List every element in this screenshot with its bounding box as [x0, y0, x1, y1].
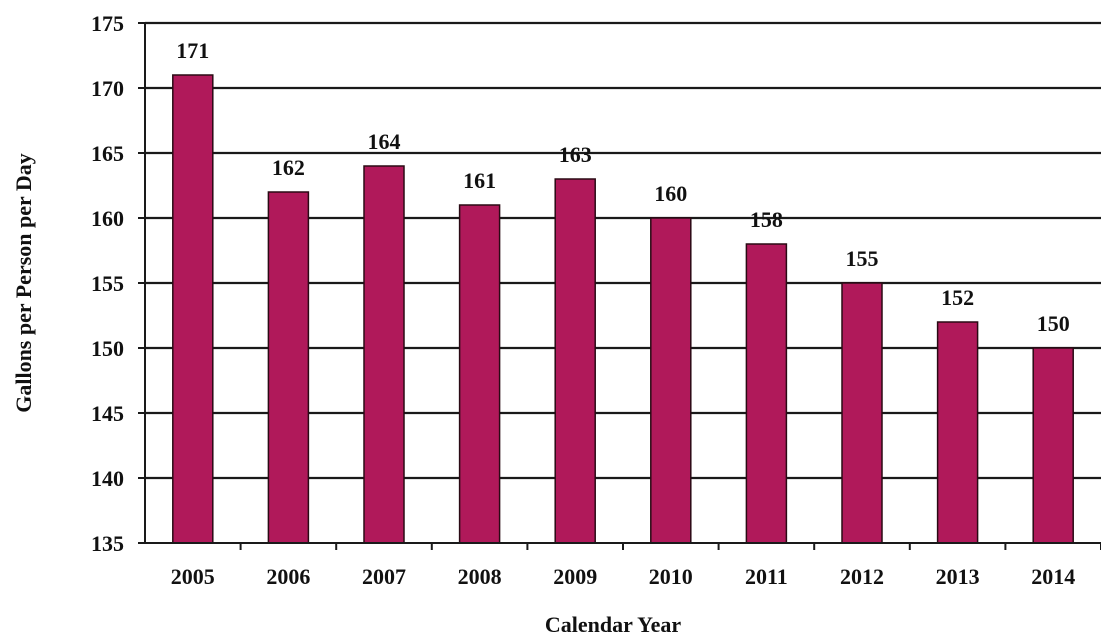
- x-axis-title: Calendar Year: [545, 612, 682, 637]
- bar-2009: [554, 178, 596, 544]
- x-tick-label: 2012: [840, 564, 884, 589]
- data-label: 158: [750, 207, 783, 232]
- y-tick-label: 145: [91, 401, 124, 426]
- y-tick-label: 170: [91, 76, 124, 101]
- bar-2008: [458, 204, 501, 544]
- bar-2010: [650, 217, 692, 544]
- x-tick-label: 2011: [745, 564, 788, 589]
- data-label: 160: [654, 181, 687, 206]
- data-label: 150: [1037, 311, 1070, 336]
- data-labels: 171 162 164 161 163 160 158 155 152 150: [176, 38, 1069, 336]
- data-label: 161: [463, 168, 496, 193]
- y-tick-label: 140: [91, 466, 124, 491]
- bar-2013: [936, 321, 979, 544]
- y-tick-label: 160: [91, 206, 124, 231]
- bar-2014: [1032, 347, 1074, 544]
- x-tick-label: 2008: [458, 564, 502, 589]
- bars: [172, 74, 1074, 544]
- data-label: 152: [941, 285, 974, 310]
- x-tick-label: 2007: [362, 564, 406, 589]
- y-axis-title: Gallons per Person per Day: [11, 153, 36, 413]
- x-tick-label: 2005: [171, 564, 215, 589]
- data-label: 171: [176, 38, 209, 63]
- data-label: 163: [559, 142, 592, 167]
- data-label: 164: [368, 129, 401, 154]
- y-tick-label: 165: [91, 141, 124, 166]
- x-tick-label: 2013: [936, 564, 980, 589]
- x-tick-label: 2010: [649, 564, 693, 589]
- x-tick-labels: 2005 2006 2007 2008 2009 2010 2011 2012 2013 2014: [171, 564, 1075, 589]
- y-tick-label: 135: [91, 531, 124, 556]
- bar-2007: [363, 165, 405, 544]
- x-tick-label: 2014: [1031, 564, 1075, 589]
- y-tick-label: 155: [91, 271, 124, 296]
- y-tick-label: 175: [91, 11, 124, 36]
- y-tick-labels: 135 140 145 150 155 160 165 170 175: [91, 11, 124, 556]
- data-label: 162: [272, 155, 305, 180]
- bar-2005: [172, 74, 214, 544]
- x-tick-label: 2006: [266, 564, 310, 589]
- bar-2006: [267, 191, 310, 544]
- axes: [138, 22, 1101, 550]
- bar-2012: [841, 282, 883, 544]
- x-tick-label: 2009: [553, 564, 597, 589]
- data-label: 155: [846, 246, 879, 271]
- y-tick-label: 150: [91, 336, 124, 361]
- bar-2011: [745, 243, 788, 544]
